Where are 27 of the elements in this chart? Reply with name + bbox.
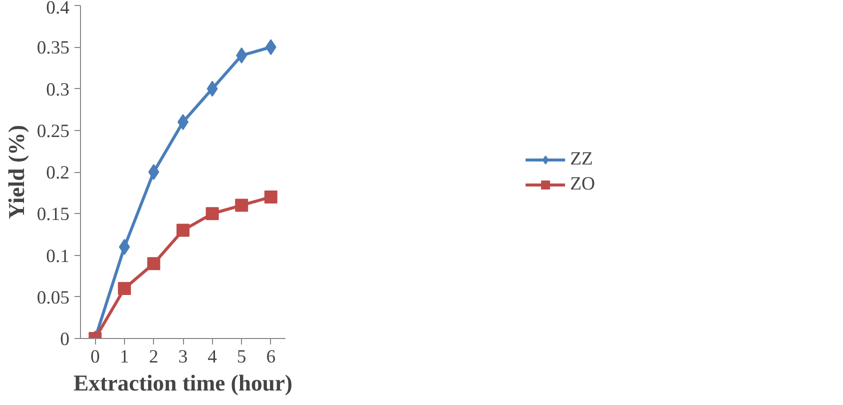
legend-label: ZZ [570, 148, 593, 170]
y-tick-label: 0.4 [46, 0, 70, 18]
y-tick-label: 0 [60, 329, 70, 350]
y-tick-label: 0.3 [46, 79, 70, 100]
point [206, 207, 219, 220]
point [147, 257, 160, 270]
x-tick-label: 0 [90, 346, 100, 368]
y-tick-label: 0.15 [36, 204, 70, 226]
x-tick-label: 4 [208, 346, 218, 368]
point [176, 224, 190, 237]
y-tick-label: 0.05 [36, 287, 70, 308]
x-axis-title: Extraction time (hour) [74, 370, 292, 396]
y-tick-label: 0.25 [36, 120, 70, 142]
x-tick-label: 1 [120, 346, 130, 368]
legend-label: ZO [570, 173, 595, 195]
x-tick-label: 6 [266, 346, 276, 368]
x-tick-label: 3 [178, 346, 188, 368]
y-axis-title: Yield (%) [4, 124, 29, 220]
y-tick-label: 0.2 [46, 162, 70, 184]
y-tick-label: 0.35 [36, 38, 70, 59]
point [148, 164, 160, 180]
y-tick-label: 0.1 [46, 246, 70, 267]
x-tick-label: 2 [149, 346, 158, 368]
point [235, 198, 248, 212]
x-tick-label: 5 [236, 346, 246, 368]
point [264, 190, 278, 204]
point [118, 282, 131, 296]
